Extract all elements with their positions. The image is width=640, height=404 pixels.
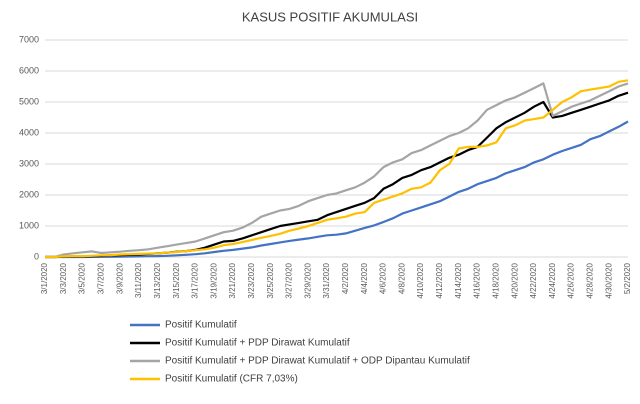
legend-label: Positif Kumulatif + PDP Dirawat Kumulati… — [165, 356, 470, 367]
x-tick-label: 3/29/2020 — [303, 262, 312, 298]
x-tick-label: 3/25/2020 — [266, 262, 275, 298]
y-tick-label: 4000 — [19, 127, 39, 137]
legend-label: Positif Kumulatif — [165, 320, 237, 331]
x-tick-label: 4/28/2020 — [585, 262, 594, 298]
x-tick-label: 4/4/2020 — [360, 262, 369, 294]
x-tick-label: 4/2/2020 — [341, 262, 350, 294]
series-line — [45, 120, 629, 259]
x-tick-label: 3/5/2020 — [78, 262, 87, 294]
x-tick-label: 4/16/2020 — [473, 262, 482, 298]
x-tick-label: 3/15/2020 — [172, 262, 181, 298]
x-tick-label: 4/10/2020 — [416, 262, 425, 298]
series-line — [45, 82, 629, 259]
x-tick-label: 3/19/2020 — [209, 262, 218, 298]
x-tick-label: 4/30/2020 — [604, 262, 613, 298]
chart-title: KASUS POSITIF AKUMULASI — [242, 9, 418, 24]
x-tick-label: 3/1/2020 — [40, 262, 49, 294]
x-tick-label: 3/3/2020 — [59, 262, 68, 294]
y-tick-label: 2000 — [19, 189, 39, 199]
x-tick-label: 3/17/2020 — [191, 262, 200, 298]
x-tick-label: 3/9/2020 — [115, 262, 124, 294]
x-tick-label: 3/23/2020 — [247, 262, 256, 298]
y-tick-label: 3000 — [19, 158, 39, 168]
x-tick-label: 4/26/2020 — [567, 262, 576, 298]
x-tick-label: 4/18/2020 — [491, 262, 500, 298]
x-tick-label: 3/11/2020 — [134, 262, 143, 298]
y-tick-label: 0 — [34, 251, 39, 261]
legend-label: Positif Kumulatif + PDP Dirawat Kumulati… — [165, 338, 350, 349]
x-tick-label: 4/8/2020 — [397, 262, 406, 294]
x-tick-label: 3/21/2020 — [228, 262, 237, 298]
x-tick-label: 3/31/2020 — [322, 262, 331, 298]
x-tick-label: 4/24/2020 — [548, 262, 557, 298]
x-tick-label: 5/2/2020 — [623, 262, 632, 294]
x-tick-label: 4/6/2020 — [379, 262, 388, 294]
x-tick-label: 4/12/2020 — [435, 262, 444, 298]
x-tick-label: 4/14/2020 — [454, 262, 463, 298]
y-tick-label: 7000 — [19, 34, 39, 44]
x-tick-label: 4/22/2020 — [529, 262, 538, 298]
x-tick-label: 3/27/2020 — [285, 262, 294, 298]
y-tick-label: 1000 — [19, 220, 39, 230]
legend-label: Positif Kumulatif (CFR 7,03%) — [165, 374, 298, 385]
x-tick-label: 4/20/2020 — [510, 262, 519, 298]
series-line — [45, 79, 629, 259]
y-tick-label: 5000 — [19, 96, 39, 106]
y-tick-label: 6000 — [19, 65, 39, 75]
x-tick-label: 3/7/2020 — [97, 262, 106, 294]
x-tick-label: 3/13/2020 — [153, 262, 162, 298]
